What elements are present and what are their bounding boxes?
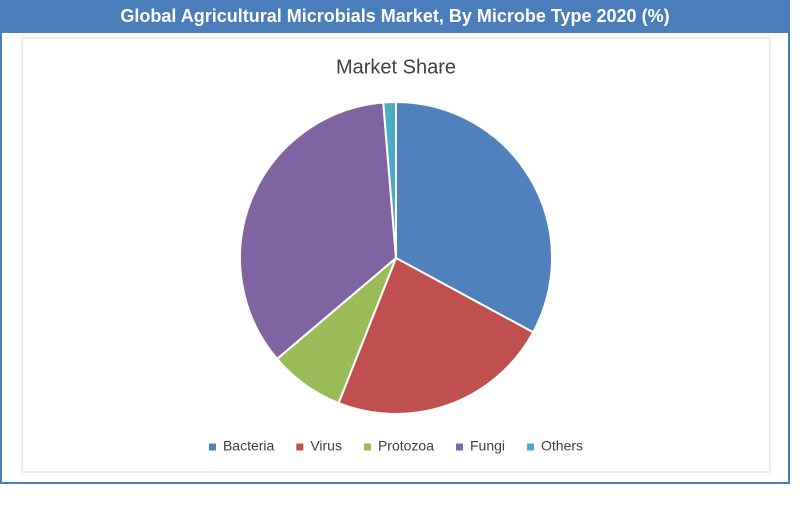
legend-swatch (208, 443, 216, 451)
legend-swatch (527, 443, 535, 451)
chart: Market Share Bacteria Virus Protozoa Fungi O… (21, 37, 771, 473)
legend-swatch (363, 443, 371, 451)
legend-label: Others (541, 438, 583, 454)
legend-swatch (456, 443, 464, 451)
chart-title: Market Share (336, 56, 456, 78)
pie-slice (239, 101, 398, 361)
legend-label: Virus (310, 438, 342, 454)
legend-label: Fungi (470, 438, 505, 454)
legend-swatch (296, 443, 304, 451)
legend-label: Bacteria (223, 438, 275, 454)
legend-label: Protozoa (378, 438, 434, 454)
pie-slice (337, 256, 535, 415)
header-title: Global Agricultural Microbials Market, B… (0, 0, 790, 33)
pie-slice (395, 100, 553, 334)
pie-slice (382, 100, 397, 259)
